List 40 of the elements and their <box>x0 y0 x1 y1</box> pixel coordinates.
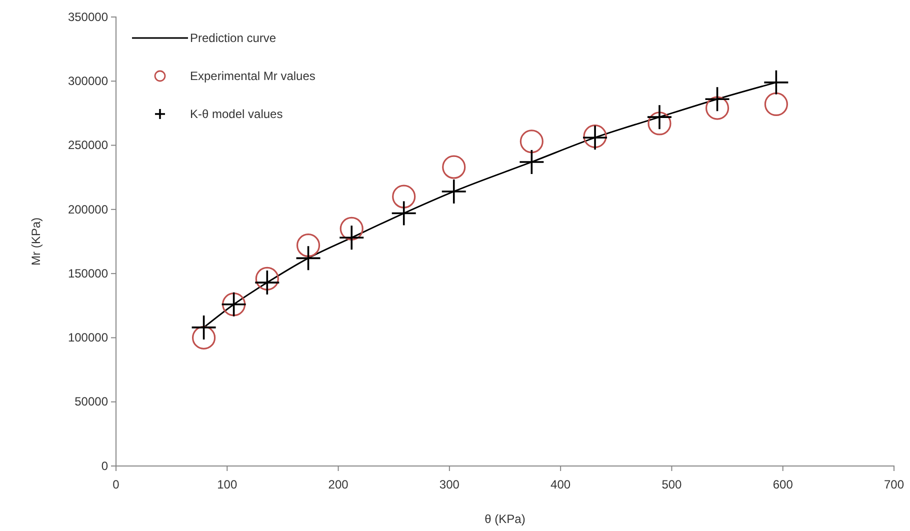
y-tick-label: 0 <box>101 458 108 473</box>
y-tick-label: 100000 <box>68 330 108 345</box>
point <box>255 266 279 290</box>
x-tick-label: 500 <box>662 477 682 492</box>
point <box>764 92 788 116</box>
point <box>392 184 416 208</box>
y-tick-label: 200000 <box>68 202 108 216</box>
point <box>296 234 320 258</box>
point <box>442 179 466 204</box>
legend-label: Prediction curve <box>190 31 276 46</box>
x-tick-label: 400 <box>550 477 571 492</box>
x-tick-label: 200 <box>328 477 349 492</box>
point <box>648 112 672 136</box>
point <box>705 96 730 120</box>
x-tick-label: 100 <box>217 477 238 492</box>
x-tick-label: 600 <box>772 477 794 492</box>
y-tick-label: 250000 <box>68 138 108 152</box>
y-tick-label: 300000 <box>68 74 108 88</box>
point <box>255 270 280 295</box>
legend-label: K-θ model values <box>190 107 283 122</box>
point <box>392 201 416 226</box>
point <box>442 155 466 179</box>
y-tick-label: 150000 <box>68 266 108 280</box>
x-tick-label: 700 <box>884 477 904 492</box>
point <box>520 130 544 154</box>
y-axis-title: Mr (KPa) <box>29 217 43 266</box>
point <box>520 150 544 174</box>
point <box>192 315 216 340</box>
y-tick-label: 50000 <box>74 394 108 409</box>
point <box>705 87 730 112</box>
point <box>647 105 672 130</box>
point <box>764 70 788 94</box>
point <box>192 326 216 350</box>
legend-label: Experimental Mr values <box>190 69 316 84</box>
y-tick-label: 350000 <box>68 10 108 24</box>
point <box>340 216 364 240</box>
x-tick-label: 300 <box>439 477 460 492</box>
x-axis-title: θ (KPa) <box>484 512 526 526</box>
point <box>340 226 364 250</box>
x-tick-label: 0 <box>112 477 120 492</box>
